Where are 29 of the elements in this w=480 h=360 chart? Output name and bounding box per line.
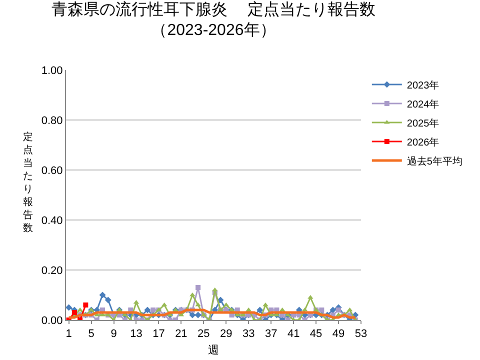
x-tick-label: 53 [354, 328, 368, 340]
x-tick-label: 17 [152, 328, 165, 340]
x-tick-label: 9 [110, 328, 117, 340]
x-tick-label: 1 [66, 328, 72, 340]
x-tick-label: 25 [198, 328, 210, 340]
legend-label: 2024年 [406, 98, 440, 110]
y-tick-label: 0.60 [41, 164, 63, 177]
x-tick-label: 13 [130, 328, 142, 340]
chart-subtitle: （2023-2026年） [151, 22, 276, 40]
y-tick-label: 0.00 [41, 314, 63, 327]
x-tick-label: 5 [88, 328, 94, 340]
y-tick-label: 0.20 [41, 264, 63, 277]
legend-label: 2026年 [406, 136, 440, 148]
x-tick-label: 37 [264, 328, 278, 340]
y-tick-label: 0.80 [41, 114, 63, 127]
x-tick-label: 41 [287, 328, 300, 340]
x-tick-label: 33 [242, 328, 255, 340]
y-axis-title: 定点当たり報告数 [23, 131, 33, 234]
x-tick-label: 49 [332, 328, 345, 340]
legend-label: 過去5年平均 [406, 155, 462, 168]
legend-label: 2025年 [406, 117, 440, 130]
x-tick-label: 45 [310, 328, 322, 340]
x-axis-title: 週 [208, 344, 219, 356]
legend-label: 2023年 [406, 79, 440, 92]
chart-title: 青森県の流行性耳下腺炎 定点当たり報告数 [51, 0, 376, 18]
y-tick-label: 0.40 [41, 214, 63, 227]
y-tick-label: 1.00 [41, 64, 63, 77]
x-tick-label: 21 [175, 328, 188, 340]
x-tick-label: 29 [220, 328, 232, 340]
